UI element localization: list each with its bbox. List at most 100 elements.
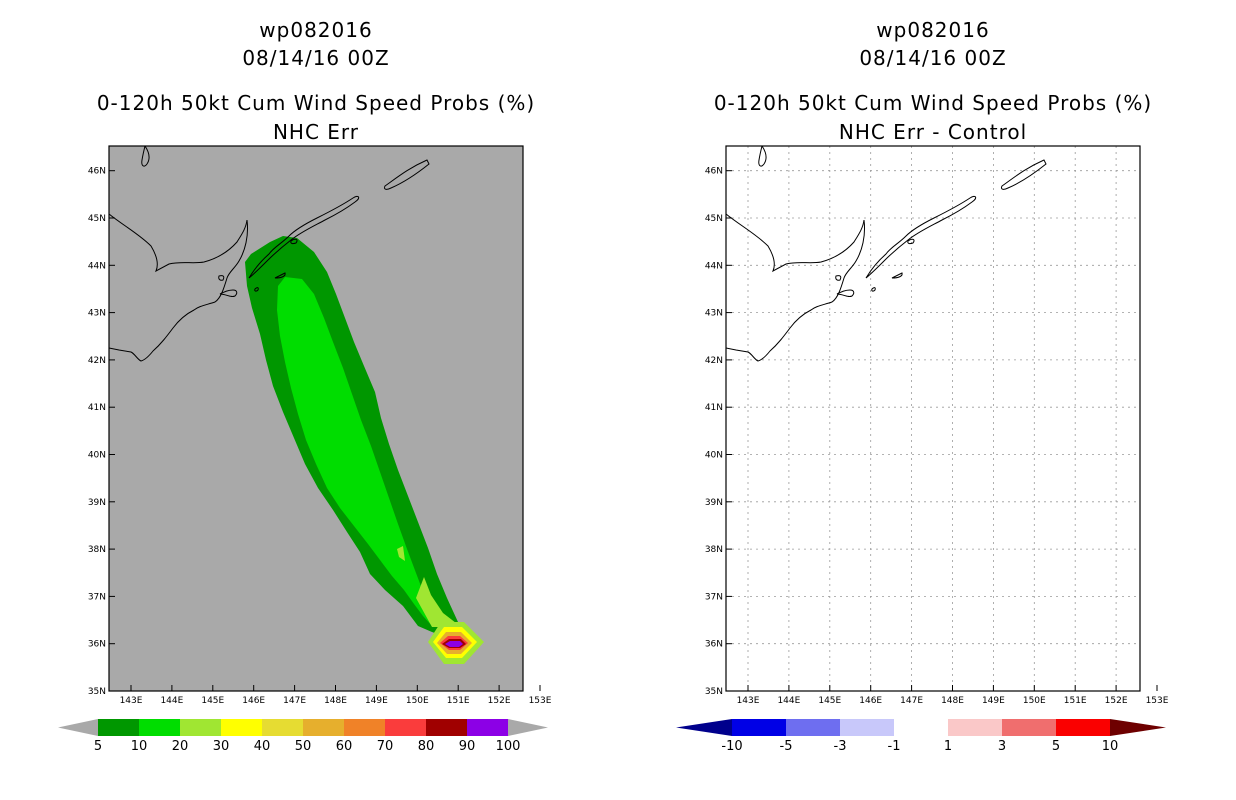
lat-label: 46N	[705, 167, 723, 177]
colorbar-label: 90	[459, 739, 476, 754]
colorbar-end-low	[676, 719, 732, 736]
lat-label: 37N	[705, 592, 723, 602]
left-frame	[108, 145, 524, 692]
colorbar-box	[180, 719, 221, 736]
colorbar-label: -1	[888, 739, 901, 754]
colorbar-end-high	[1110, 719, 1166, 736]
colorbar-label: 10	[131, 739, 148, 754]
colorbar-label: 80	[418, 739, 435, 754]
contour-20	[397, 546, 405, 561]
lat-label: 44N	[705, 261, 723, 271]
lon-label: 144E	[160, 696, 183, 706]
lat-label: 41N	[705, 403, 723, 413]
colorbar-box	[467, 719, 508, 736]
colorbar-label: 10	[1102, 739, 1119, 754]
colorbar-label: 40	[254, 739, 271, 754]
lat-label: 42N	[705, 356, 723, 366]
right-datetime: 08/14/16 00Z	[859, 46, 1007, 70]
lon-label: 148E	[324, 696, 347, 706]
left-colorbar: 5 10 20 30 40 50 60 70 80 90 100	[58, 719, 548, 754]
left-product-title: 0-120h 50kt Cum Wind Speed Probs (%)	[96, 91, 536, 115]
lon-label: 145E	[201, 696, 224, 706]
colorbar-end-high	[508, 719, 548, 736]
lon-label: 151E	[1064, 696, 1087, 706]
lon-label: 147E	[900, 696, 923, 706]
colorbar-box	[385, 719, 426, 736]
colorbar-label: 60	[336, 739, 353, 754]
lon-label: 146E	[859, 696, 882, 706]
colorbar-box	[948, 719, 1002, 736]
lon-label: 152E	[488, 696, 511, 706]
lon-label: 145E	[818, 696, 841, 706]
left-datetime: 08/14/16 00Z	[242, 46, 390, 70]
lat-label: 39N	[88, 498, 106, 508]
colorbar-box	[98, 719, 139, 736]
lon-label: 149E	[365, 696, 388, 706]
lat-label: 44N	[88, 261, 106, 271]
colorbar-label: -10	[721, 739, 742, 754]
lon-label: 150E	[406, 696, 429, 706]
lon-label: 153E	[529, 696, 552, 706]
colorbar-label: 50	[295, 739, 312, 754]
lon-label: 146E	[242, 696, 265, 706]
colorbar-box	[786, 719, 840, 736]
colorbar-label: 5	[1052, 739, 1060, 754]
contour-90	[445, 641, 463, 647]
left-subtitle: NHC Err	[272, 120, 360, 144]
lat-label: 45N	[705, 214, 723, 224]
lat-label: 38N	[705, 545, 723, 555]
right-product-title: 0-120h 50kt Cum Wind Speed Probs (%)	[713, 91, 1153, 115]
colorbar-label: 100	[496, 739, 521, 754]
lon-label: 153E	[1146, 696, 1169, 706]
lat-label: 37N	[88, 592, 106, 602]
colorbar-box	[426, 719, 467, 736]
lon-label: 151E	[447, 696, 470, 706]
colorbar-label: 1	[944, 739, 952, 754]
colorbar-label: 3	[998, 739, 1006, 754]
colorbar-box	[1002, 719, 1056, 736]
colorbar-box	[139, 719, 180, 736]
lon-label: 147E	[283, 696, 306, 706]
colorbar-box	[840, 719, 894, 736]
colorbar-box	[1056, 719, 1110, 736]
lon-label: 149E	[982, 696, 1005, 706]
lon-label: 148E	[941, 696, 964, 706]
colorbar-label: -5	[780, 739, 793, 754]
lat-label: 41N	[88, 403, 106, 413]
colorbar-box	[732, 719, 786, 736]
lat-label: 45N	[88, 214, 106, 224]
lat-label: 43N	[88, 309, 106, 319]
colorbar-end-low	[58, 719, 98, 736]
lat-label: 39N	[705, 498, 723, 508]
colorbar-label: 30	[213, 739, 230, 754]
lat-label: 35N	[88, 687, 106, 697]
right-frame	[725, 145, 1141, 692]
lon-label: 143E	[120, 696, 143, 706]
colorbar-box	[344, 719, 385, 736]
left-axis-ticks: 35N 36N 37N 38N 39N 40N 41N 42N 43N 44N 45N 46N 143E…	[88, 167, 552, 706]
colorbar-label: 20	[172, 739, 189, 754]
colorbar-box	[221, 719, 262, 736]
colorbar-box	[894, 719, 948, 736]
lat-label: 40N	[705, 451, 723, 461]
lat-label: 43N	[705, 309, 723, 319]
colorbar-label: 5	[94, 739, 102, 754]
right-axis-ticks: 35N 36N 37N 38N 39N 40N 41N 42N 43N 44N 45N 46N 143E…	[705, 167, 1169, 706]
lat-label: 35N	[705, 687, 723, 697]
colorbar-label: -3	[834, 739, 847, 754]
lat-label: 46N	[88, 167, 106, 177]
left-map-panel: 35N 36N 37N 38N 39N 40N 41N 42N 43N 44N 45N 46N 143E…	[88, 145, 552, 706]
lon-label: 152E	[1105, 696, 1128, 706]
right-storm-id: wp082016	[876, 18, 990, 42]
right-subtitle: NHC Err - Control	[838, 120, 1028, 144]
left-storm-id: wp082016	[259, 18, 373, 42]
lon-label: 143E	[737, 696, 760, 706]
colorbar-box	[262, 719, 303, 736]
lat-label: 36N	[88, 640, 106, 650]
lat-label: 42N	[88, 356, 106, 366]
lat-label: 36N	[705, 640, 723, 650]
colorbar-box	[303, 719, 344, 736]
right-colorbar: -10 -5 -3 -1 1 3 5 10	[676, 719, 1166, 754]
right-map-panel: 35N 36N 37N 38N 39N 40N 41N 42N 43N 44N 45N 46N 143E…	[705, 145, 1169, 706]
